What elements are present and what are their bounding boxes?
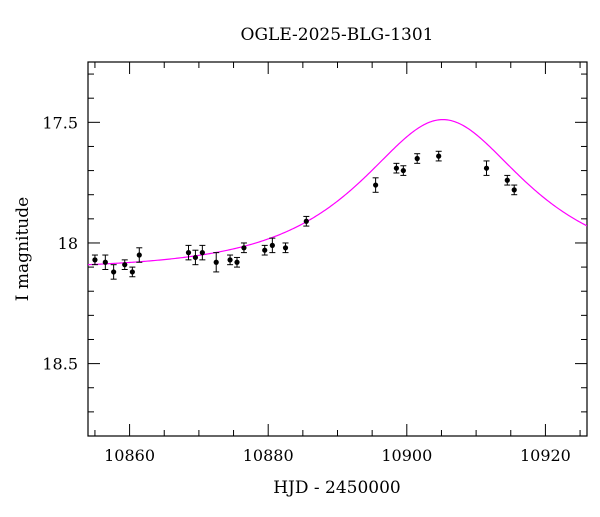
data-marker [400,167,406,174]
data-point [91,254,98,266]
x-tick-label: 10860 [104,446,155,465]
data-point [129,266,136,278]
y-tick-label: 18.5 [42,355,78,374]
data-point [102,254,109,271]
data-point [234,256,241,268]
x-tick-label: 10920 [520,446,571,465]
data-point [192,249,199,266]
data-marker [199,250,205,256]
data-point [110,264,117,280]
data-marker [241,245,247,251]
data-marker [111,269,117,275]
chart-title: OGLE-2025-BLG-1301 [241,25,434,45]
data-marker [122,262,128,268]
data-point [504,174,511,186]
data-marker [393,165,400,171]
data-marker [92,257,98,263]
plot-frame [87,61,588,437]
data-point [121,259,128,271]
data-marker [227,257,233,263]
data-marker [192,254,199,261]
data-marker [129,269,135,275]
model-curve [88,118,587,266]
data-marker [303,218,309,224]
data-point [136,247,143,263]
data-marker [436,153,442,159]
data-marker [504,177,510,183]
data-marker [282,245,289,251]
data-point [372,177,379,193]
data-point [400,165,407,176]
data-point [393,162,400,174]
data-marker [185,250,192,256]
y-tick-label: 18 [58,234,78,253]
y-tick-label: 17.5 [42,113,78,132]
y-axis-title: I magnitude [13,197,33,301]
data-marker [262,247,268,253]
data-point [240,242,247,254]
plot-area: 10860 10880 10900 10920 17.5 18 18.5 [42,61,588,465]
data-marker [373,182,379,188]
x-axis-title: HJD - 2450000 [273,478,401,498]
data-point [414,153,421,164]
data-point [303,215,310,227]
data-point [261,244,268,256]
data-marker [511,187,517,193]
data-point [199,244,206,261]
data-marker [136,252,142,258]
data-marker [414,155,420,162]
data-marker [483,165,490,171]
x-tick-label: 10900 [381,446,432,465]
data-point [483,160,490,176]
data-point [269,237,276,254]
data-point [511,184,518,196]
data-point [282,242,289,254]
data-point [185,244,192,261]
data-point [227,254,234,266]
data-point [213,252,220,273]
data-marker [234,259,240,265]
data-point [435,150,442,162]
data-marker [213,259,219,265]
data-marker [102,259,108,265]
x-tick-label: 10880 [243,446,294,465]
data-marker [269,242,275,248]
